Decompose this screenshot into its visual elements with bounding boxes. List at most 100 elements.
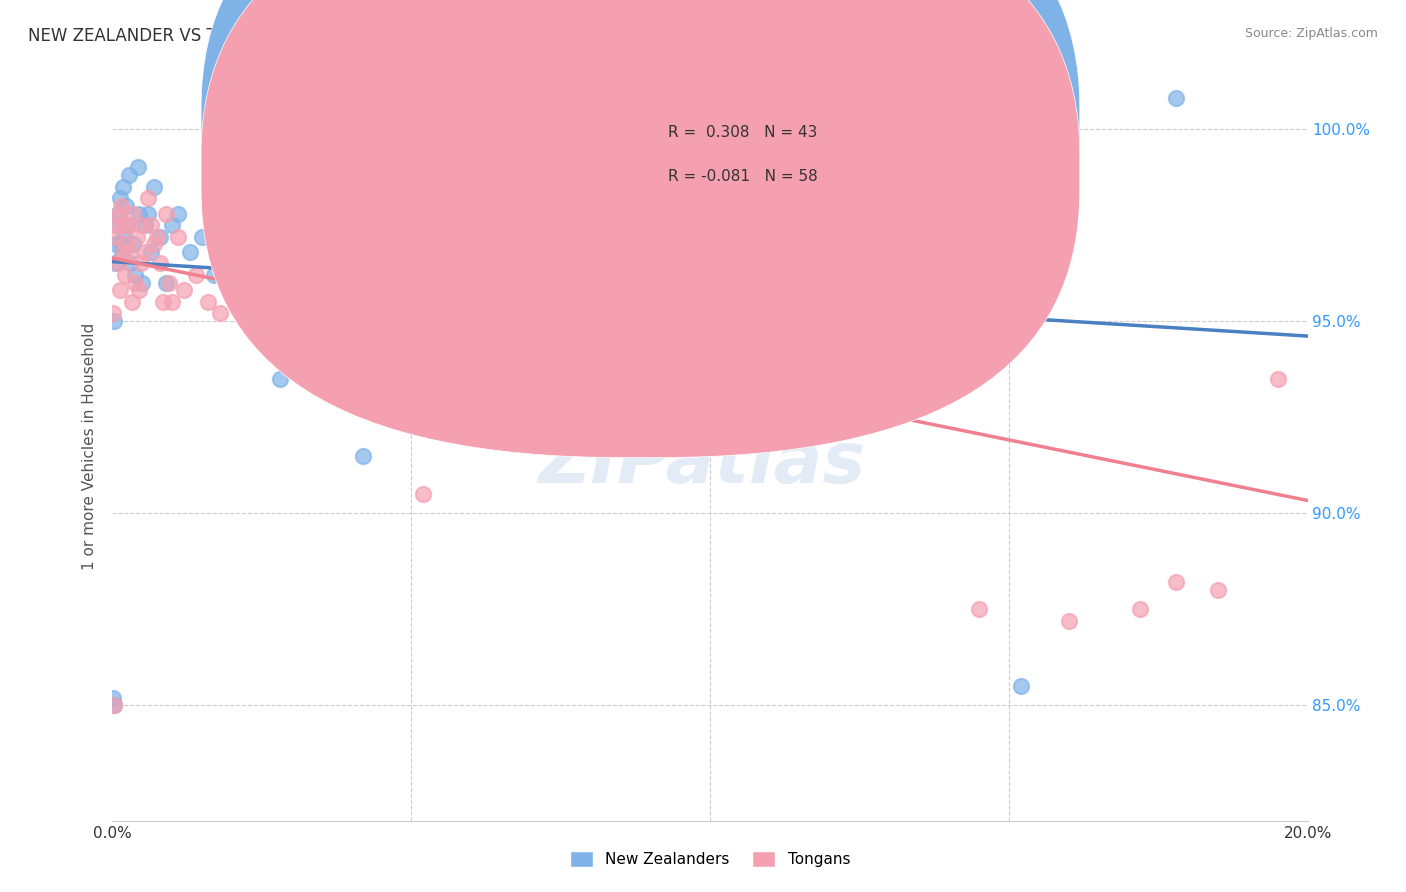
Point [138,191,160,205]
Point [967,602,990,616]
Point [107,206,129,220]
Point [239,284,262,298]
Point [388,122,411,136]
Point [197,294,219,309]
Point [101,690,124,705]
Point [1129,602,1152,616]
Point [221,276,243,290]
Point [111,244,134,259]
Point [1267,372,1289,386]
Point [329,306,352,320]
Point [114,199,136,213]
Point [162,218,183,232]
Point [122,237,145,252]
Point [292,322,315,336]
Point [209,306,232,320]
Text: Source: ZipAtlas.com: Source: ZipAtlas.com [1244,27,1378,40]
Text: ZIPatlas: ZIPatlas [540,429,866,499]
Point [143,179,166,194]
Point [202,268,225,282]
Point [134,218,156,232]
Point [103,698,125,713]
Point [155,276,177,290]
Point [329,384,352,398]
Point [131,218,153,232]
Point [1166,91,1188,105]
Point [866,114,889,128]
Point [114,229,135,244]
Point [640,218,662,232]
Point [104,229,127,244]
Point [118,168,141,182]
Point [292,276,315,290]
Point [128,284,150,298]
Point [173,284,195,298]
Point [449,229,471,244]
Point [155,206,177,220]
Point [105,218,128,232]
Point [149,256,172,270]
Point [370,360,392,375]
Point [103,314,125,328]
Y-axis label: 1 or more Vehicles in Household: 1 or more Vehicles in Household [82,322,97,570]
Point [789,179,811,194]
Point [110,284,132,298]
Point [105,218,128,232]
Point [112,179,135,194]
Text: R = -0.081   N = 58: R = -0.081 N = 58 [668,169,818,185]
Point [146,229,169,244]
Point [112,218,135,232]
Point [124,268,146,282]
Point [124,276,146,290]
Point [103,698,125,713]
Point [179,244,201,259]
Point [412,487,434,501]
Point [108,191,131,205]
Point [239,256,262,270]
Point [162,294,183,309]
Point [120,256,142,270]
Point [105,237,128,252]
Point [141,244,163,259]
Point [111,244,134,259]
Point [114,268,136,282]
Legend: New Zealanders, Tongans: New Zealanders, Tongans [564,845,856,873]
Point [117,218,139,232]
Point [1057,614,1080,628]
Point [152,294,174,309]
Point [138,206,160,220]
Point [257,322,280,336]
Text: R =  0.308   N = 43: R = 0.308 N = 43 [668,125,817,140]
Point [122,206,145,220]
Point [531,218,554,232]
Point [127,161,149,175]
Point [101,306,124,320]
Point [157,276,180,290]
Point [141,218,163,232]
Point [110,237,132,252]
Point [191,229,214,244]
Point [1166,575,1188,590]
Point [143,237,166,252]
Point [1206,583,1229,598]
Point [353,449,375,463]
Point [128,206,150,220]
Point [107,256,129,270]
Point [108,206,131,220]
Point [579,391,602,405]
Point [489,237,512,252]
Point [728,218,751,232]
Point [149,229,172,244]
Point [1010,679,1032,693]
Point [110,199,132,213]
Point [117,218,139,232]
Point [167,206,190,220]
Point [274,306,297,320]
Point [186,268,208,282]
Point [167,229,190,244]
Point [221,141,243,155]
Point [118,244,141,259]
Point [134,244,156,259]
Point [104,256,127,270]
Point [430,161,453,175]
